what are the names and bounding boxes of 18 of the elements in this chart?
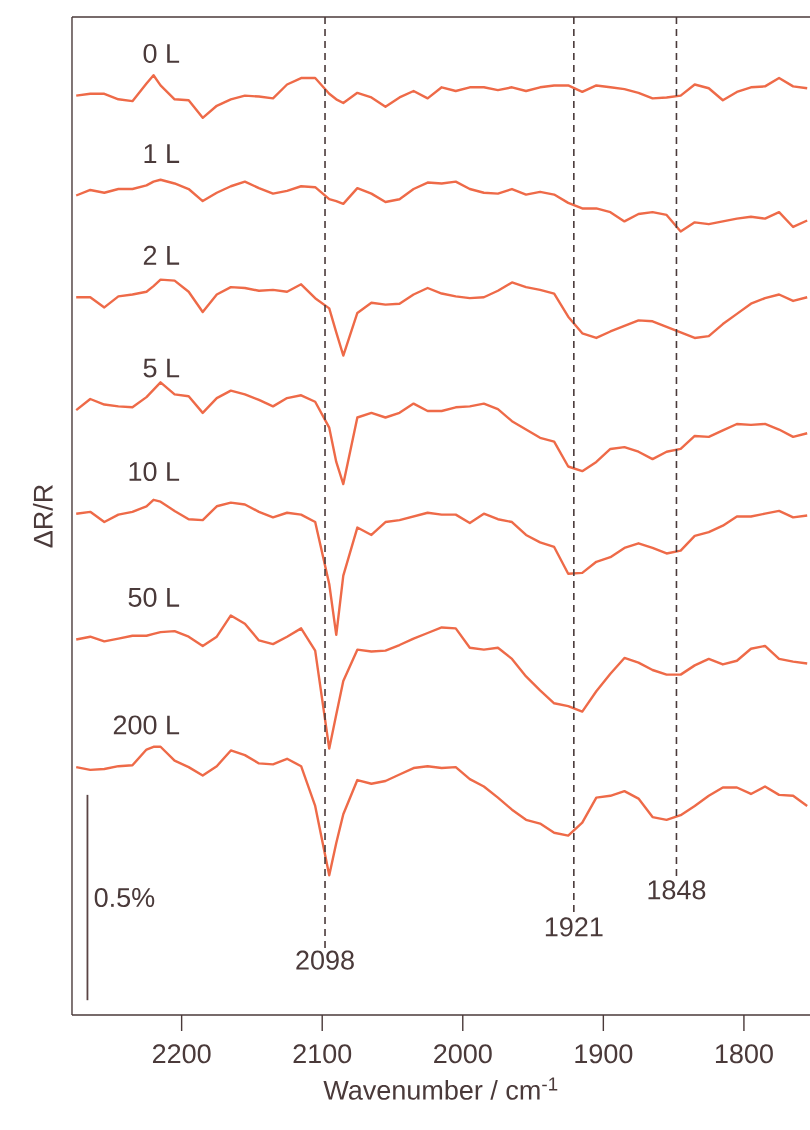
series-label: 50 L [128, 587, 180, 607]
x-axis-title: Wavenumber / cm$^{-1}$ [323, 1077, 558, 1100]
series-label: 1 L [144, 144, 180, 163]
x-tick-label: 2100 [293, 1044, 352, 1064]
series-label: 10 L [129, 461, 180, 482]
series-label: 5 L [143, 358, 180, 378]
series-label: 0 L [143, 43, 180, 64]
x-tick-label: 2000 [434, 1044, 492, 1064]
y-axis-title: ΔR/R [32, 484, 53, 548]
x-tick-label: 1800 [715, 1044, 773, 1064]
ref-line-label: 2098 [296, 950, 354, 970]
series-label: 200 L [113, 715, 180, 735]
x-tick-label: 1900 [575, 1044, 633, 1064]
ref-line-label: 1921 [545, 917, 603, 937]
annotation: 0.5% [94, 887, 155, 908]
x-tick-label: 2200 [152, 1044, 211, 1064]
ref-line-label: 1848 [648, 880, 706, 900]
series-label: 2 L [143, 245, 180, 265]
